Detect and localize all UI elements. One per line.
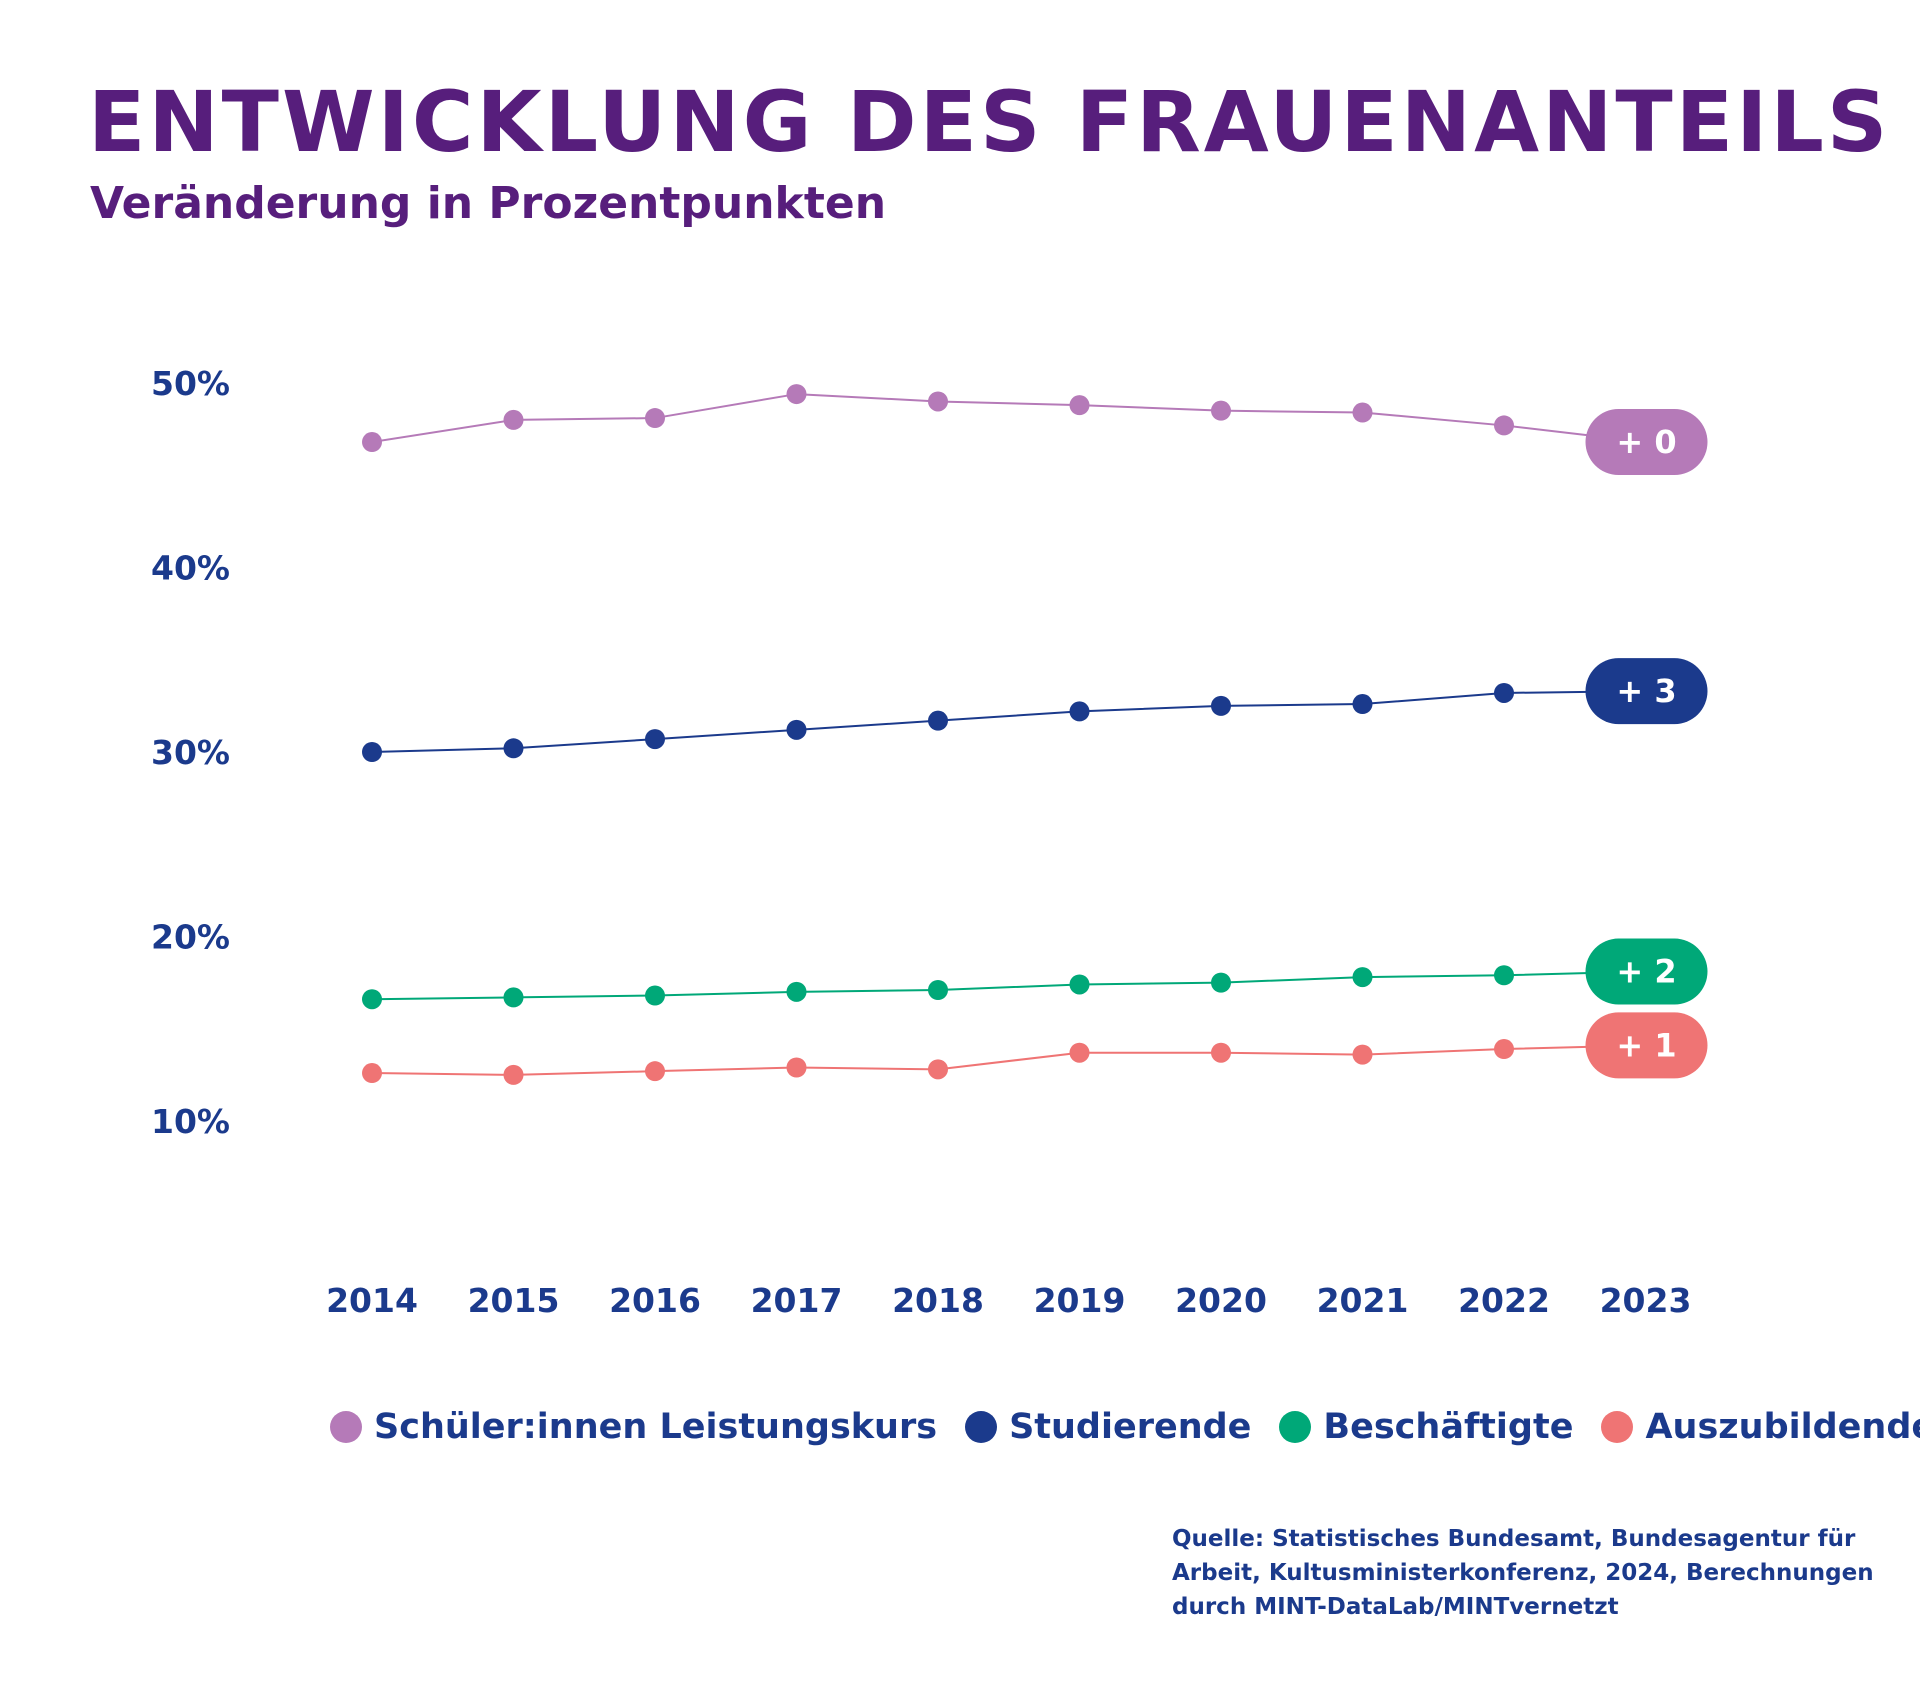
legend-label: Auszubildende <box>1645 1407 1920 1447</box>
data-point <box>786 719 807 740</box>
y-tick-label: 30% <box>151 733 230 772</box>
series-1: + 3 <box>362 658 1708 762</box>
y-tick-label: 20% <box>151 918 230 957</box>
data-point <box>1211 1042 1231 1063</box>
legend-swatch <box>1601 1411 1634 1443</box>
data-point <box>645 729 665 750</box>
legend-swatch <box>965 1411 998 1443</box>
y-tick-label: 40% <box>151 549 230 588</box>
series-line <box>371 690 1646 753</box>
data-point <box>645 408 665 429</box>
data-point <box>1069 974 1090 995</box>
data-point <box>928 710 948 731</box>
series-0: + 0 <box>362 384 1708 476</box>
data-point <box>1069 395 1090 416</box>
legend-label: Schüler:innen Leistungskurs <box>374 1407 938 1447</box>
series-2: + 2 <box>362 938 1708 1010</box>
data-point <box>362 989 382 1010</box>
legend-swatch <box>1279 1411 1312 1443</box>
legend-item: Auszubildende <box>1601 1407 1920 1447</box>
series-line <box>371 393 1646 444</box>
data-point <box>645 1061 665 1082</box>
legend-item: Studierende <box>965 1407 1251 1447</box>
change-badge <box>1585 409 1708 476</box>
x-tick-label: 2023 <box>1600 1281 1692 1320</box>
data-point <box>1211 400 1231 421</box>
series-3: + 1 <box>362 1012 1708 1085</box>
chart-legend: Schüler:innen Leistungskurs Studierende Be… <box>330 1402 1920 1452</box>
data-point <box>1352 694 1373 715</box>
data-point <box>928 1059 948 1080</box>
data-point <box>362 1063 382 1084</box>
source-line: Quelle: Statistisches Bundesamt, Bundesa… <box>1172 1526 1856 1552</box>
change-badge <box>1585 658 1708 725</box>
legend-label: Beschäftigte <box>1323 1407 1574 1447</box>
x-tick-label: 2019 <box>1034 1281 1126 1320</box>
data-point <box>362 432 382 453</box>
data-point <box>362 742 382 762</box>
data-point <box>928 980 948 1001</box>
data-point <box>1494 1039 1514 1060</box>
change-badge-label: + 3 <box>1616 672 1676 710</box>
data-point <box>786 981 807 1002</box>
chart-subtitle: Veränderung in Prozentpunkten <box>90 178 887 229</box>
data-point <box>928 391 948 412</box>
data-point <box>1494 682 1514 703</box>
x-tick-label: 2022 <box>1458 1281 1550 1320</box>
source-line: Arbeit, Kultusministerkonferenz, 2024, B… <box>1172 1560 1874 1586</box>
data-point <box>503 987 524 1008</box>
data-point <box>786 1057 807 1078</box>
x-tick-label: 2021 <box>1317 1281 1409 1320</box>
data-point <box>645 985 665 1006</box>
data-point <box>1352 1044 1373 1065</box>
data-point <box>1352 402 1373 423</box>
data-point <box>1211 972 1231 993</box>
legend-label: Studierende <box>1009 1407 1252 1447</box>
change-badge <box>1585 938 1708 1005</box>
source-line: durch MINT-DataLab/MINTvernetzt <box>1172 1594 1619 1620</box>
y-tick-label: 50% <box>151 364 230 403</box>
series-line <box>371 970 1646 1001</box>
x-tick-label: 2014 <box>326 1281 418 1320</box>
change-badge-label: + 1 <box>1616 1026 1676 1064</box>
data-point <box>1494 965 1514 986</box>
legend-item: Schüler:innen Leistungskurs <box>330 1407 937 1447</box>
x-tick-label: 2015 <box>468 1281 560 1320</box>
data-point <box>1069 701 1090 722</box>
data-point <box>503 738 524 759</box>
change-badge-label: + 0 <box>1616 423 1676 461</box>
legend-item: Beschäftigte <box>1279 1407 1573 1447</box>
data-point <box>503 409 524 430</box>
series-line <box>371 1044 1646 1076</box>
x-tick-label: 2018 <box>892 1281 984 1320</box>
data-point <box>503 1064 524 1085</box>
x-tick-label: 2020 <box>1175 1281 1267 1320</box>
x-tick-label: 2017 <box>751 1281 843 1320</box>
data-point <box>1352 967 1373 988</box>
change-badge <box>1585 1012 1708 1079</box>
data-point <box>1211 695 1231 716</box>
y-tick-label: 10% <box>151 1102 230 1141</box>
line-chart: 50% 40% 30% 20% 10% 2014 2015 2016 2017 2018 2019 2… <box>151 364 1708 1320</box>
data-point <box>786 384 807 405</box>
legend-swatch <box>330 1411 362 1443</box>
change-badge-label: + 2 <box>1616 953 1676 991</box>
source-note: Quelle: Statistisches Bundesamt, Bundesa… <box>1172 1522 1874 1624</box>
data-point <box>1494 415 1514 436</box>
data-point <box>1069 1042 1090 1063</box>
chart-title: ENTWICKLUNG DES FRAUENANTEILS <box>88 73 1891 171</box>
x-tick-label: 2016 <box>609 1281 701 1320</box>
